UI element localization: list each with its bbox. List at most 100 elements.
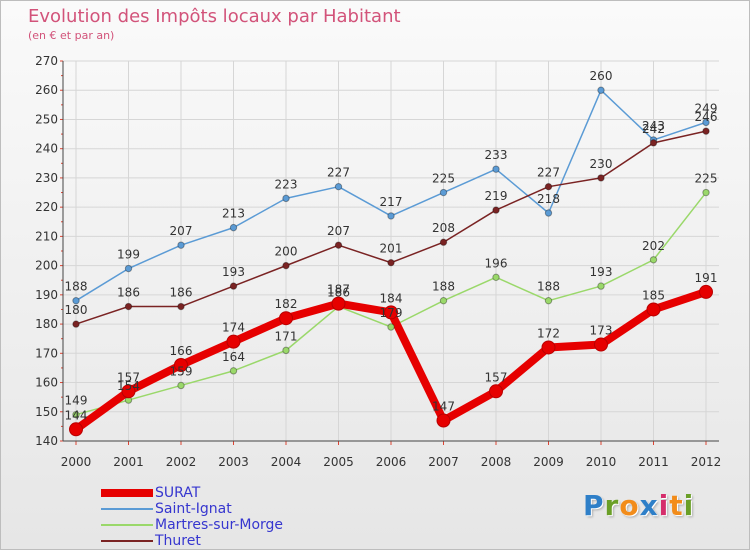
data-point <box>282 261 290 270</box>
y-tick-label: 250 <box>35 112 58 126</box>
data-point <box>331 296 346 311</box>
x-tick-label: 2006 <box>376 455 407 469</box>
chart-title: Evolution des Impôts locaux par Habitant <box>28 6 401 27</box>
data-point <box>387 323 395 331</box>
data-point <box>439 188 448 197</box>
x-tick-label: 2004 <box>271 455 302 469</box>
data-point <box>72 410 80 419</box>
data-label: 217 <box>380 195 403 209</box>
data-label: 202 <box>642 239 665 253</box>
data-label: 180 <box>65 303 88 317</box>
data-label: 186 <box>327 286 350 300</box>
x-tick-label: 2000 <box>61 455 92 469</box>
data-point <box>649 256 658 264</box>
logo-letter: r <box>604 489 620 522</box>
y-tick-label: 150 <box>35 405 58 419</box>
data-label: 227 <box>537 166 560 180</box>
data-point <box>334 241 343 249</box>
data-label: 225 <box>432 172 455 186</box>
data-label: 193 <box>590 265 613 279</box>
data-point <box>489 384 503 399</box>
legend-swatch <box>101 540 153 542</box>
y-tick-label: 190 <box>35 288 58 302</box>
data-point <box>121 384 136 399</box>
data-label: 188 <box>432 280 455 294</box>
data-label: 200 <box>275 245 298 259</box>
data-point <box>69 422 83 437</box>
logo-letter: i <box>658 489 670 522</box>
data-point <box>384 305 398 320</box>
data-point <box>282 194 290 203</box>
data-point <box>439 296 448 305</box>
data-point <box>699 284 713 299</box>
y-tick-label: 170 <box>35 346 58 360</box>
x-tick-label: 2005 <box>323 455 354 469</box>
data-label: 188 <box>537 280 560 294</box>
legend-swatch <box>101 524 153 526</box>
data-label: 182 <box>275 297 298 311</box>
data-label: 154 <box>117 379 140 393</box>
data-label: 225 <box>695 172 718 186</box>
data-point <box>597 282 605 290</box>
data-label: 188 <box>65 280 88 294</box>
data-label: 207 <box>327 224 350 238</box>
data-point <box>387 258 395 267</box>
data-label: 186 <box>117 286 140 300</box>
data-label: 199 <box>117 248 140 262</box>
x-tick-label: 2008 <box>481 455 512 469</box>
data-point <box>229 367 238 375</box>
data-point <box>541 340 556 355</box>
data-point <box>124 302 133 311</box>
legend-swatch <box>101 489 153 497</box>
data-point <box>439 238 448 246</box>
data-label: 246 <box>695 110 718 124</box>
data-point <box>229 282 238 290</box>
x-tick-label: 2002 <box>166 455 197 469</box>
data-point <box>702 127 710 135</box>
legend-label: Saint-Ignat <box>155 501 232 517</box>
data-point <box>72 296 80 305</box>
y-tick-label: 260 <box>35 83 58 97</box>
logo-letter: P <box>583 489 605 522</box>
data-label: 171 <box>275 329 298 343</box>
data-label: 227 <box>327 166 350 180</box>
legend-swatch <box>101 508 153 510</box>
data-point <box>492 273 500 282</box>
data-point <box>177 241 185 249</box>
data-point <box>492 206 500 214</box>
x-tick-label: 2012 <box>691 455 722 469</box>
y-tick-label: 210 <box>35 229 58 243</box>
data-label: 144 <box>65 408 88 422</box>
data-label: 173 <box>590 324 613 338</box>
data-point <box>597 174 605 182</box>
data-label: 242 <box>642 122 665 136</box>
legend-label: Martres-sur-Morge <box>155 517 284 533</box>
data-label: 213 <box>222 207 245 221</box>
x-tick-label: 2007 <box>428 455 459 469</box>
data-point <box>436 413 451 428</box>
data-point <box>649 139 658 147</box>
data-label: 260 <box>590 69 613 83</box>
logo-letter: t <box>669 489 684 522</box>
data-label: 207 <box>170 224 193 238</box>
data-label: 218 <box>537 192 560 206</box>
data-point <box>72 320 80 328</box>
data-point <box>702 118 710 127</box>
data-label: 208 <box>432 221 455 235</box>
data-point <box>492 165 500 173</box>
data-label: 184 <box>380 291 403 305</box>
y-tick-label: 240 <box>35 142 58 156</box>
x-tick-label: 2011 <box>638 455 669 469</box>
data-point <box>594 337 608 352</box>
data-point <box>334 182 343 191</box>
data-label: 223 <box>275 177 298 191</box>
legend: SURAT Saint-Ignat Martres-sur-Morge Thuret <box>101 485 283 549</box>
data-point <box>124 264 133 273</box>
data-label: 196 <box>485 256 508 270</box>
data-point <box>544 209 553 217</box>
data-label: 157 <box>485 370 508 384</box>
data-label: 186 <box>170 286 193 300</box>
data-point <box>177 381 185 390</box>
data-label: 191 <box>695 271 718 285</box>
data-point <box>229 223 238 232</box>
